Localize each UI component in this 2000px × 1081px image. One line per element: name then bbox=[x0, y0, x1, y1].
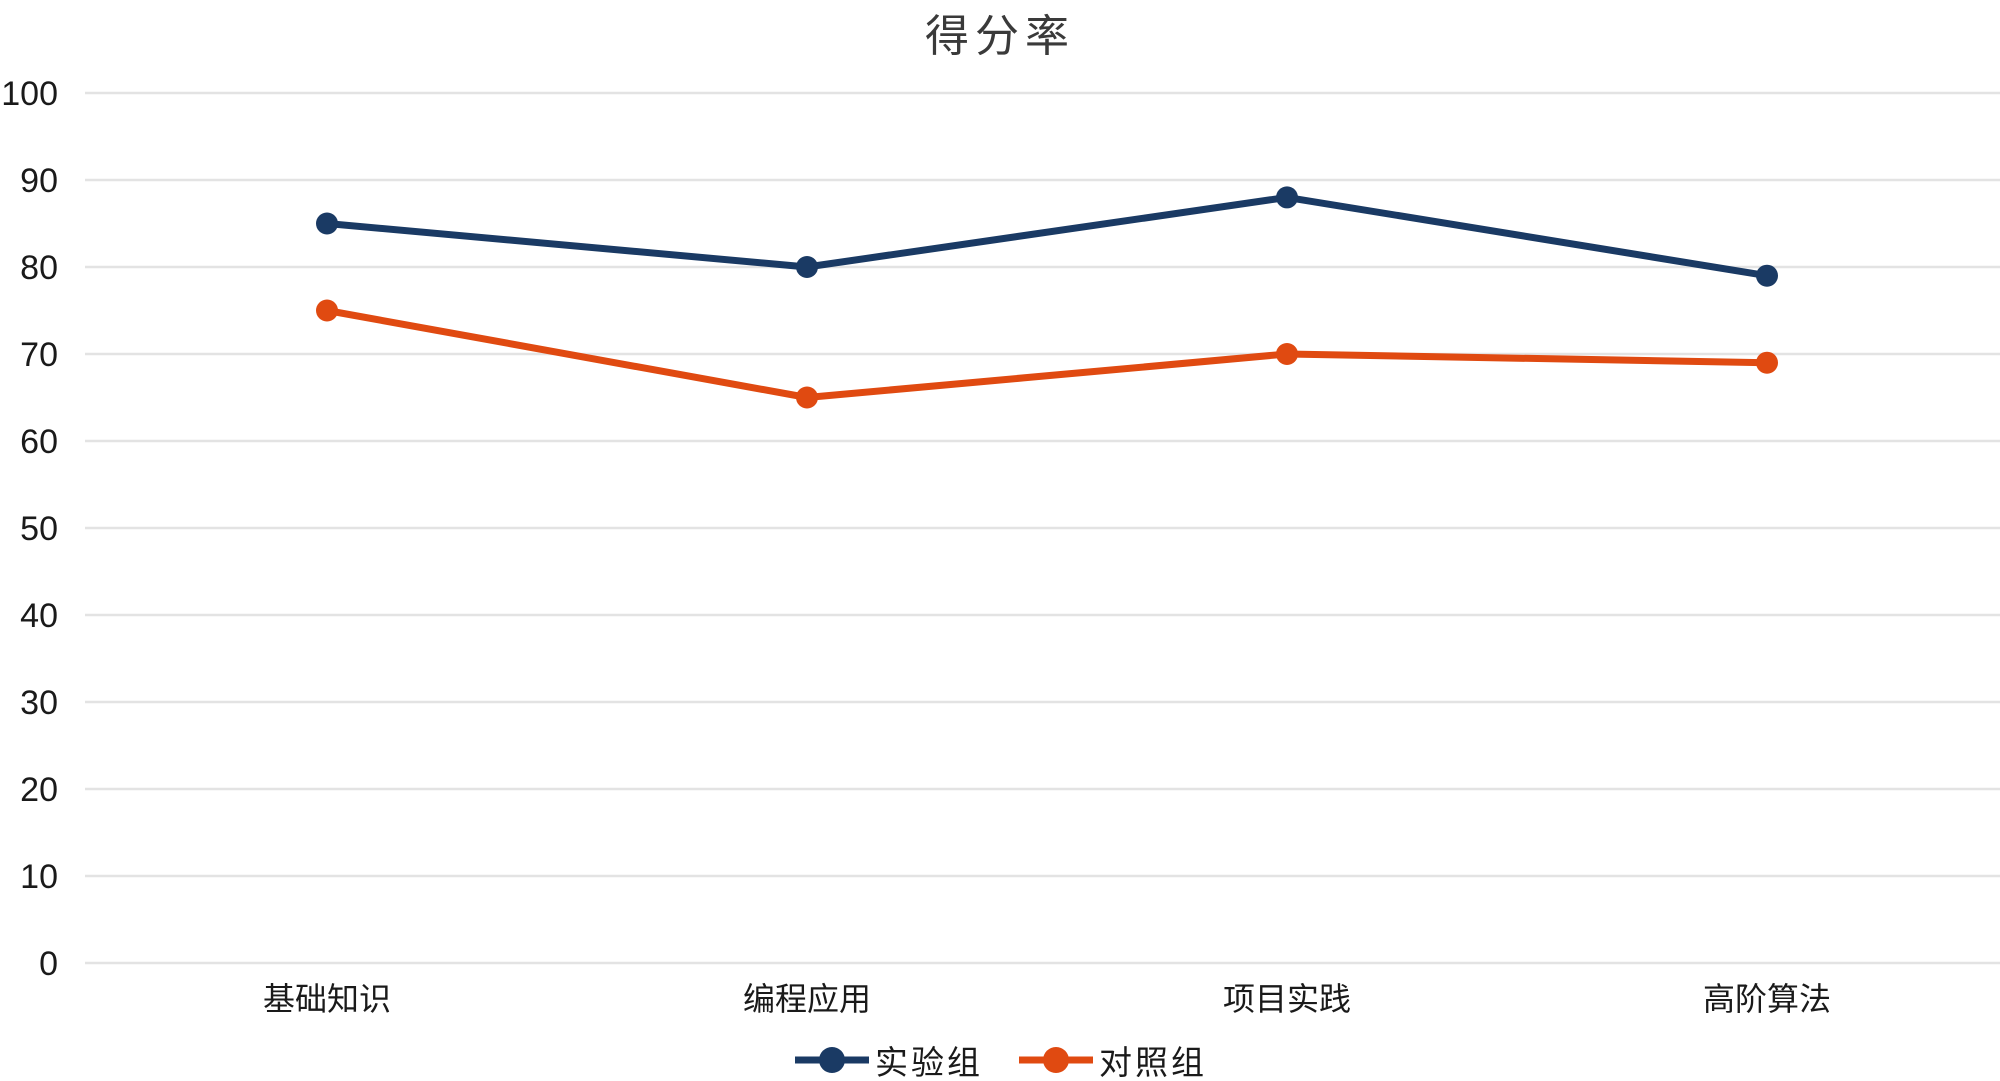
y-axis-tick-label: 10 bbox=[20, 858, 58, 896]
data-point-实验组-项目实践 bbox=[1276, 186, 1298, 209]
y-axis-tick-label: 40 bbox=[20, 597, 58, 635]
data-point-对照组-项目实践 bbox=[1276, 343, 1298, 365]
data-point-对照组-基础知识 bbox=[316, 299, 338, 322]
y-axis-tick-label: 50 bbox=[20, 510, 58, 548]
series-line-实验组 bbox=[323, 193, 1771, 280]
x-axis-category-label: 高阶算法 bbox=[1703, 981, 1831, 1017]
legend-label: 实验组 bbox=[875, 1044, 983, 1081]
line-chart-plot-area: 0 10 20 30 40 50 60 70 80 90 100 基础知识 编程应用 项目实践 高阶算法 bbox=[1, 75, 2000, 1017]
legend-item-实验组: 实验组 bbox=[793, 1036, 983, 1081]
data-point-实验组-高阶算法 bbox=[1756, 264, 1778, 287]
y-axis-tick-label: 100 bbox=[1, 75, 58, 113]
data-point-实验组-基础知识 bbox=[316, 212, 338, 235]
chart-title: 得分率 bbox=[925, 12, 1075, 61]
x-axis-category-label: 编程应用 bbox=[743, 981, 871, 1017]
y-axis-tick-label: 20 bbox=[20, 771, 58, 809]
y-axis-tick-label: 70 bbox=[20, 336, 58, 374]
x-axis-category-label: 基础知识 bbox=[263, 981, 391, 1017]
data-point-实验组-编程应用 bbox=[796, 256, 818, 278]
data-point-对照组-编程应用 bbox=[796, 386, 818, 409]
chart-legend: 实验组 对照组 bbox=[0, 1036, 2000, 1081]
series-line-对照组 bbox=[323, 307, 1771, 401]
x-axis-category-label: 项目实践 bbox=[1223, 981, 1351, 1017]
legend-line-marker-icon bbox=[1019, 1047, 1093, 1073]
legend-line-marker-icon bbox=[795, 1047, 869, 1073]
legend-label: 对照组 bbox=[1099, 1044, 1207, 1081]
data-point-对照组-高阶算法 bbox=[1756, 351, 1778, 374]
legend-item-对照组: 对照组 bbox=[1017, 1036, 1207, 1081]
y-axis-tick-label: 30 bbox=[20, 684, 58, 722]
y-axis-tick-label: 0 bbox=[39, 945, 58, 983]
y-axis-tick-label: 90 bbox=[20, 162, 58, 200]
y-axis-tick-label: 80 bbox=[20, 249, 58, 287]
y-axis-tick-label: 60 bbox=[20, 423, 58, 461]
